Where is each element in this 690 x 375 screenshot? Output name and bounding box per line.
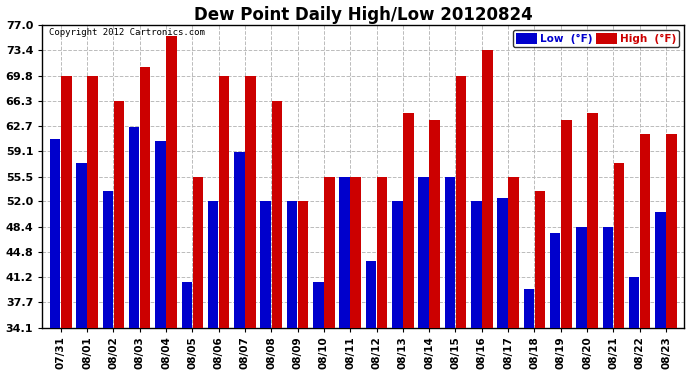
Bar xyxy=(166,36,177,327)
Bar xyxy=(366,261,376,327)
Bar xyxy=(524,290,534,327)
Bar xyxy=(140,68,150,327)
Bar xyxy=(129,128,139,327)
Bar xyxy=(351,177,361,327)
Bar xyxy=(77,163,87,327)
Title: Dew Point Daily High/Low 20120824: Dew Point Daily High/Low 20120824 xyxy=(194,6,533,24)
Bar xyxy=(482,51,493,327)
Bar xyxy=(576,227,586,327)
Bar xyxy=(550,233,560,327)
Bar xyxy=(587,113,598,327)
Bar xyxy=(471,201,482,327)
Bar xyxy=(114,100,124,327)
Text: Copyright 2012 Cartronics.com: Copyright 2012 Cartronics.com xyxy=(49,28,205,37)
Bar xyxy=(313,282,324,327)
Bar xyxy=(193,177,203,327)
Bar xyxy=(640,134,651,327)
Bar xyxy=(261,201,271,327)
Bar xyxy=(61,76,72,327)
Bar xyxy=(429,120,440,327)
Bar xyxy=(418,177,429,327)
Bar xyxy=(613,163,624,327)
Bar xyxy=(667,134,677,327)
Bar xyxy=(208,201,219,327)
Bar xyxy=(287,201,297,327)
Bar xyxy=(298,201,308,327)
Bar xyxy=(155,141,166,327)
Bar xyxy=(219,76,230,327)
Bar xyxy=(445,177,455,327)
Bar xyxy=(50,140,61,327)
Bar xyxy=(403,113,413,327)
Bar xyxy=(339,177,350,327)
Bar xyxy=(535,191,545,327)
Bar xyxy=(656,212,666,327)
Bar xyxy=(561,120,571,327)
Bar xyxy=(456,76,466,327)
Bar xyxy=(324,177,335,327)
Bar xyxy=(602,227,613,327)
Bar xyxy=(509,177,519,327)
Legend: Low  (°F), High  (°F): Low (°F), High (°F) xyxy=(513,30,679,47)
Bar xyxy=(88,76,98,327)
Bar xyxy=(181,282,192,327)
Bar xyxy=(245,76,256,327)
Bar xyxy=(629,278,640,327)
Bar xyxy=(103,191,113,327)
Bar xyxy=(377,177,387,327)
Bar xyxy=(272,100,282,327)
Bar xyxy=(234,152,245,327)
Bar xyxy=(497,198,508,327)
Bar xyxy=(392,201,402,327)
